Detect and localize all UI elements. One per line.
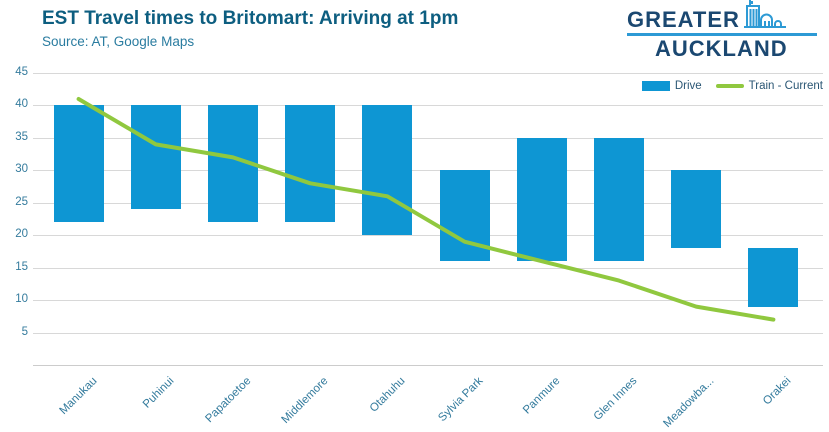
y-axis-tick-label: 15 — [15, 260, 28, 273]
gridline-y30 — [33, 170, 823, 172]
y-axis-tick-label: 35 — [15, 130, 28, 143]
greater-auckland-logo: GREATER AUCKLAND — [627, 0, 823, 62]
range-bar — [671, 170, 722, 249]
city-skyline-icon — [742, 0, 787, 34]
gridline-y20 — [33, 235, 823, 237]
gridline-y5 — [33, 332, 823, 334]
logo-text-auckland: AUCKLAND — [655, 36, 788, 61]
range-bar — [594, 137, 644, 262]
legend-label-train: Train - Current — [748, 80, 823, 92]
gridline-y35 — [33, 137, 823, 139]
range-bar — [362, 105, 413, 236]
legend-item-drive: Drive — [641, 80, 702, 92]
chart-subtitle: Source: AT, Google Maps — [42, 34, 195, 49]
y-axis-tick-label: 45 — [15, 66, 28, 78]
gridline-y10 — [33, 300, 823, 302]
drive-swatch-icon — [641, 81, 670, 91]
y-axis-tick-label: 20 — [15, 228, 28, 241]
legend-item-train: Train - Current — [715, 80, 823, 92]
y-axis-tick-label: 5 — [21, 325, 28, 338]
range-bar — [748, 248, 799, 307]
range-bar — [53, 105, 104, 223]
chart-title: EST Travel times to Britomart: Arriving … — [42, 8, 459, 29]
y-axis-tick-label: 30 — [15, 163, 28, 176]
x-axis-line — [33, 365, 823, 366]
range-bar — [285, 105, 336, 223]
logo-text-greater: GREATER — [627, 7, 740, 32]
chart-legend: Drive Train - Current — [641, 80, 823, 92]
y-axis-tick-label: 40 — [15, 98, 28, 111]
legend-label-drive: Drive — [674, 80, 702, 92]
gridline-y45 — [33, 73, 823, 74]
gridline-y15 — [33, 267, 823, 269]
y-axis-tick-label: 25 — [15, 195, 28, 208]
range-bar — [130, 105, 181, 210]
train-swatch-icon — [715, 84, 744, 88]
y-axis-tick-label: 10 — [15, 293, 28, 306]
logo-underline — [627, 33, 817, 36]
gridline-y25 — [33, 202, 823, 204]
range-bar — [516, 137, 567, 262]
gridline-y40 — [33, 105, 823, 107]
